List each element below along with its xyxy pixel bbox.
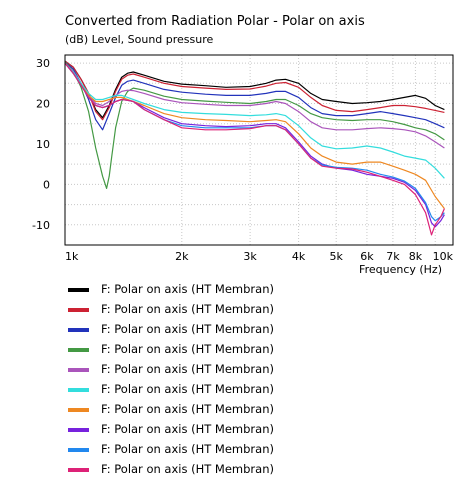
y-tick-labels: 30 20 10 0 -10	[32, 57, 50, 232]
x-tick-label: 8k	[409, 250, 423, 263]
legend-label: F: Polar on axis (HT Membran)	[101, 362, 274, 376]
legend-label: F: Polar on axis (HT Membran)	[101, 422, 274, 436]
legend-swatch	[68, 288, 89, 292]
legend-label: F: Polar on axis (HT Membran)	[101, 442, 274, 456]
legend-label: F: Polar on axis (HT Membran)	[101, 322, 274, 336]
legend-label: F: Polar on axis (HT Membran)	[101, 402, 274, 416]
legend-swatch	[68, 428, 89, 432]
plot-frame	[64, 54, 454, 246]
series-line	[64, 62, 445, 149]
legend-label: F: Polar on axis (HT Membran)	[101, 302, 274, 316]
x-tick-label: 4k	[292, 250, 306, 263]
legend-label: F: Polar on axis (HT Membran)	[101, 342, 274, 356]
x-tick-label: 7k	[386, 250, 400, 263]
y-tick-label: -10	[32, 219, 50, 232]
series-line	[64, 62, 445, 209]
x-tick-labels: 1k 2k 3k 4k 5k 6k 7k 8k 10k	[65, 250, 454, 263]
legend-swatch	[68, 388, 89, 392]
series-line	[64, 62, 445, 222]
x-tick-label: 3k	[243, 250, 257, 263]
chart-subtitle: (dB) Level, Sound pressure	[65, 33, 214, 46]
series-line	[64, 61, 445, 189]
series-lines	[64, 60, 445, 236]
series-line	[64, 62, 445, 179]
legend-swatch	[68, 448, 89, 452]
legend-swatch	[68, 408, 89, 412]
grid-lines	[64, 55, 454, 246]
x-tick-label: 2k	[175, 250, 189, 263]
series-line	[64, 61, 445, 131]
series-line	[64, 62, 445, 236]
y-tick-label: 20	[36, 98, 50, 111]
legend-swatch	[68, 328, 89, 332]
x-tick-label: 1k	[65, 250, 79, 263]
x-tick-label: 6k	[360, 250, 374, 263]
frequency-response-chart: Converted from Radiation Polar - Polar o…	[32, 14, 454, 276]
x-tick-label: 5k	[330, 250, 344, 263]
legend-swatch	[68, 368, 89, 372]
legend-label: F: Polar on axis (HT Membran)	[101, 462, 274, 476]
series-line	[64, 60, 445, 119]
y-tick-label: 30	[36, 57, 50, 70]
x-axis-label: Frequency (Hz)	[359, 263, 442, 276]
legend-label: F: Polar on axis (HT Membran)	[101, 382, 274, 396]
legend-swatch	[68, 308, 89, 312]
chart-title: Converted from Radiation Polar - Polar o…	[65, 14, 365, 29]
y-tick-label: 0	[43, 178, 50, 191]
series-line	[64, 60, 445, 121]
legend-label: F: Polar on axis (HT Membran)	[101, 282, 274, 296]
y-tick-label: 10	[36, 138, 50, 151]
legend-swatch	[68, 348, 89, 352]
legend-swatch	[68, 468, 89, 472]
x-tick-label: 10k	[433, 250, 454, 263]
